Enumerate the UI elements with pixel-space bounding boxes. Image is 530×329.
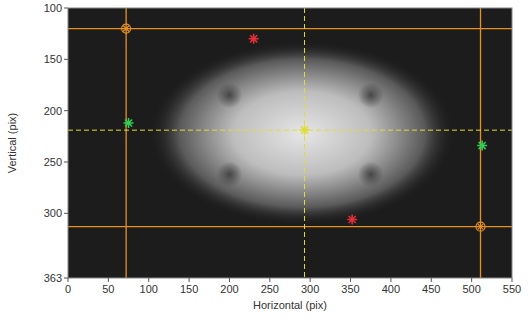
marker: [300, 125, 310, 135]
tick: [108, 278, 109, 282]
marker: [122, 24, 131, 33]
tick: [64, 8, 68, 9]
tick-label: 150: [180, 283, 198, 295]
crosshair-line: [68, 130, 512, 131]
plot-frame: [68, 8, 512, 278]
image-background: [68, 8, 512, 278]
tick: [229, 278, 230, 282]
tick: [471, 278, 472, 282]
tick: [64, 110, 68, 111]
tick-label: 363: [44, 272, 62, 284]
tick-label: 200: [44, 105, 62, 117]
marker: [124, 118, 134, 128]
tick: [64, 59, 68, 60]
axis-title: Horizontal (pix): [253, 299, 327, 311]
cursor-line: [68, 226, 512, 227]
tick: [148, 278, 149, 282]
tick: [64, 161, 68, 162]
tick-label: 0: [65, 283, 71, 295]
tick: [431, 278, 432, 282]
cursor-line: [125, 8, 126, 278]
dark-spot: [358, 82, 384, 108]
axis-title: Vertical (pix): [6, 113, 18, 174]
dark-spot: [216, 161, 242, 187]
tick: [310, 278, 311, 282]
tick-label: 100: [44, 2, 62, 14]
tick-label: 350: [341, 283, 359, 295]
tick: [64, 278, 68, 279]
tick-label: 500: [462, 283, 480, 295]
dark-spot: [216, 82, 242, 108]
tick: [68, 278, 69, 282]
plot-area: [68, 8, 512, 278]
marker: [476, 222, 485, 231]
tick-label: 250: [44, 156, 62, 168]
tick: [512, 278, 513, 282]
marker: [249, 34, 259, 44]
tick-label: 300: [44, 207, 62, 219]
tick: [189, 278, 190, 282]
tick-label: 150: [44, 53, 62, 65]
tick-label: 100: [140, 283, 158, 295]
tick: [350, 278, 351, 282]
crosshair-line: [304, 8, 305, 278]
tick-label: 50: [102, 283, 114, 295]
tick-label: 250: [261, 283, 279, 295]
tick-label: 450: [422, 283, 440, 295]
tick: [64, 213, 68, 214]
tick: [269, 278, 270, 282]
tick-label: 400: [382, 283, 400, 295]
marker: [477, 141, 487, 151]
beam: [149, 41, 456, 226]
tick-label: 550: [503, 283, 521, 295]
dark-spot: [358, 161, 384, 187]
tick-label: 200: [220, 283, 238, 295]
tick-label: 300: [301, 283, 319, 295]
marker: [347, 214, 357, 224]
chart: 0 50 100 150 200 250 300 350 400 450 500 550 100 150 2…: [0, 0, 530, 329]
tick: [390, 278, 391, 282]
cursor-line: [68, 28, 512, 29]
